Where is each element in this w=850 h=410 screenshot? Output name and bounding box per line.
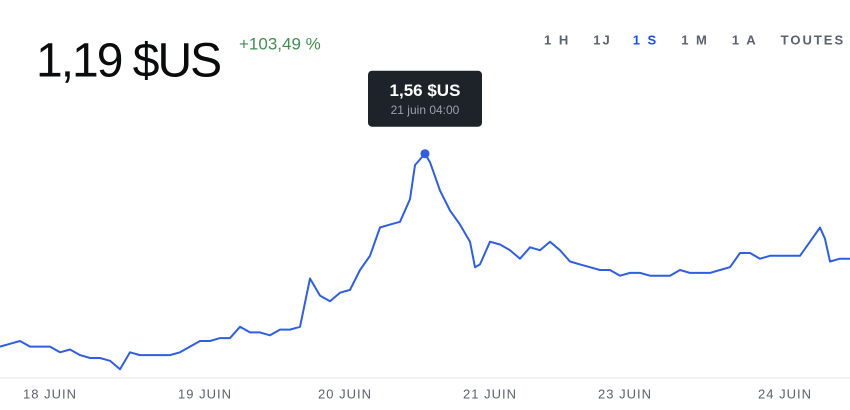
- tooltip: [368, 70, 482, 127]
- x-tick-label: 21 JUIN: [463, 386, 517, 401]
- x-tick-label: 19 JUIN: [178, 386, 232, 401]
- range-button[interactable]: 1 H: [544, 32, 570, 47]
- range-button[interactable]: TOUTES: [781, 32, 846, 47]
- range-button[interactable]: 1J: [593, 32, 611, 47]
- x-tick-label: 23 JUIN: [598, 386, 652, 401]
- range-button[interactable]: 1 S: [633, 32, 659, 47]
- peak-dot: [420, 149, 430, 159]
- range-button[interactable]: 1 M: [681, 32, 709, 47]
- price-line: [0, 152, 850, 371]
- price: 1,19 $US: [36, 35, 220, 88]
- tooltip-date: 21 juin 04:00: [391, 103, 460, 117]
- x-tick-label: 24 JUIN: [758, 386, 812, 401]
- x-tick-label: 18 JUIN: [23, 386, 77, 401]
- range-button[interactable]: 1 A: [732, 32, 758, 47]
- price-change: +103,49 %: [239, 34, 321, 53]
- x-tick-label: 20 JUIN: [318, 386, 372, 401]
- tooltip-value: 1,56 $US: [390, 81, 461, 100]
